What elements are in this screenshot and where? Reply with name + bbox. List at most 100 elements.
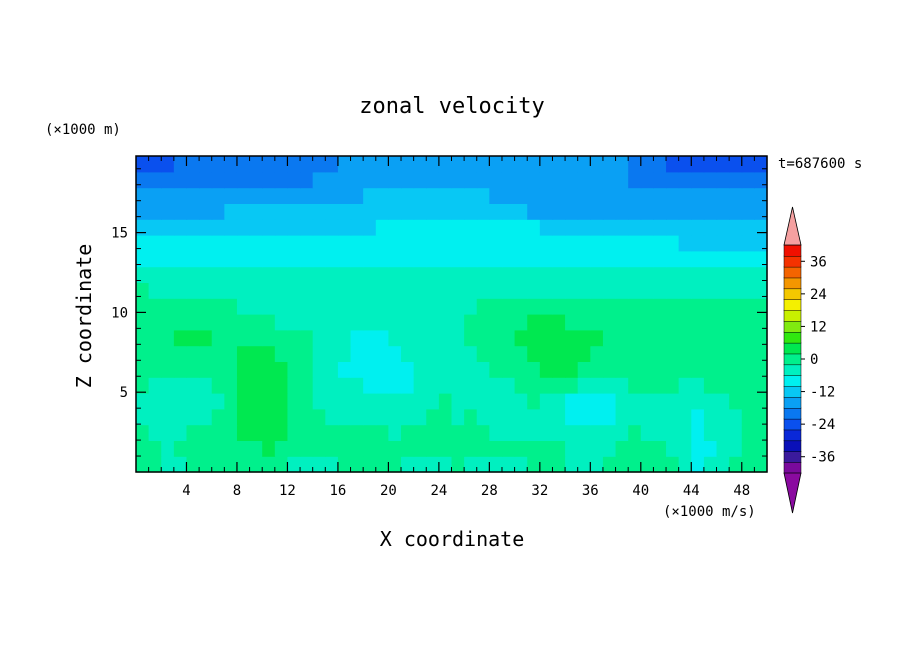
field-cell (274, 235, 289, 252)
field-cell (173, 329, 188, 347)
field-cell (363, 219, 377, 236)
field-cell (628, 377, 642, 394)
field-cell (325, 266, 339, 283)
field-cell (628, 456, 642, 473)
field-cell (602, 393, 617, 410)
colorbar-band (783, 309, 802, 322)
field-cell (464, 361, 478, 378)
field-cell (590, 219, 604, 236)
field-cell (426, 235, 440, 252)
field-cell (590, 329, 604, 347)
colorbar-band (783, 429, 802, 442)
field-cell (476, 235, 490, 252)
field-cell (287, 408, 301, 426)
field-cell (236, 424, 251, 441)
field-cell (199, 345, 213, 362)
field-cell (653, 156, 667, 173)
field-cell (300, 219, 314, 236)
field-cell (363, 203, 377, 220)
field-cell (211, 424, 225, 441)
field-cell (703, 203, 718, 220)
field-cell (514, 440, 528, 457)
field-cell (666, 156, 680, 173)
field-cell (716, 408, 730, 426)
field-cell (577, 314, 591, 331)
x-tick-label: 40 (632, 483, 649, 499)
field-cell (161, 329, 175, 347)
field-cell (161, 219, 175, 236)
field-cell (211, 282, 225, 299)
field-cell (236, 314, 251, 331)
field-cell (337, 298, 352, 315)
field-cell (451, 187, 465, 204)
field-cell (678, 408, 692, 426)
field-cell (300, 345, 314, 362)
field-cell (438, 250, 453, 268)
field-cell (388, 456, 402, 473)
field-cell (602, 314, 617, 331)
field-cell (577, 361, 591, 378)
field-cell (703, 408, 718, 426)
field-cell (413, 219, 427, 236)
field-cell (691, 250, 705, 268)
field-cell (224, 393, 238, 410)
field-cell (186, 329, 200, 347)
field-cell (678, 250, 692, 268)
field-cell (148, 345, 162, 362)
field-cell (363, 266, 377, 283)
field-cell (615, 345, 629, 362)
field-cell (426, 393, 440, 410)
field-cell (577, 266, 591, 283)
field-cell (552, 408, 566, 426)
field-cell (615, 203, 629, 220)
field-cell (754, 361, 768, 378)
field-cell (539, 393, 554, 410)
field-cell (262, 440, 276, 457)
field-cell (161, 456, 175, 473)
field-cell (552, 250, 566, 268)
field-cell (741, 187, 755, 204)
field-cell (640, 171, 655, 189)
field-cell (754, 345, 768, 362)
field-cell (350, 298, 364, 315)
field-cell (514, 235, 528, 252)
field-cell (615, 377, 629, 394)
field-cell (312, 377, 326, 394)
field-cell (552, 235, 566, 252)
field-cell (287, 345, 301, 362)
field-cell (464, 424, 478, 441)
field-cell (375, 266, 389, 283)
field-cell (640, 314, 655, 331)
field-cell (413, 171, 427, 189)
field-cell (653, 187, 667, 204)
field-cell (552, 424, 566, 441)
field-cell (577, 282, 591, 299)
field-cell (678, 393, 692, 410)
field-cell (552, 282, 566, 299)
field-cell (577, 345, 591, 362)
field-cell (476, 219, 490, 236)
field-cell (741, 298, 755, 315)
field-cell (527, 171, 541, 189)
field-cell (527, 377, 541, 394)
field-cell (325, 187, 339, 204)
colorbar-band (783, 255, 802, 268)
field-cell (501, 282, 516, 299)
field-cell (300, 440, 314, 457)
field-cell (565, 345, 579, 362)
field-cell (413, 266, 427, 283)
field-cell (640, 298, 655, 315)
field-cell (287, 440, 301, 457)
field-cell (300, 156, 314, 173)
field-cell (691, 440, 705, 457)
field-cell (514, 456, 528, 473)
field-cell (426, 171, 440, 189)
field-cell (514, 298, 528, 315)
field-cell (312, 345, 326, 362)
field-cell (615, 361, 629, 378)
field-cell (350, 424, 364, 441)
field-cell (337, 424, 352, 441)
field-cell (312, 187, 326, 204)
field-cell (640, 361, 655, 378)
field-cell (552, 266, 566, 283)
